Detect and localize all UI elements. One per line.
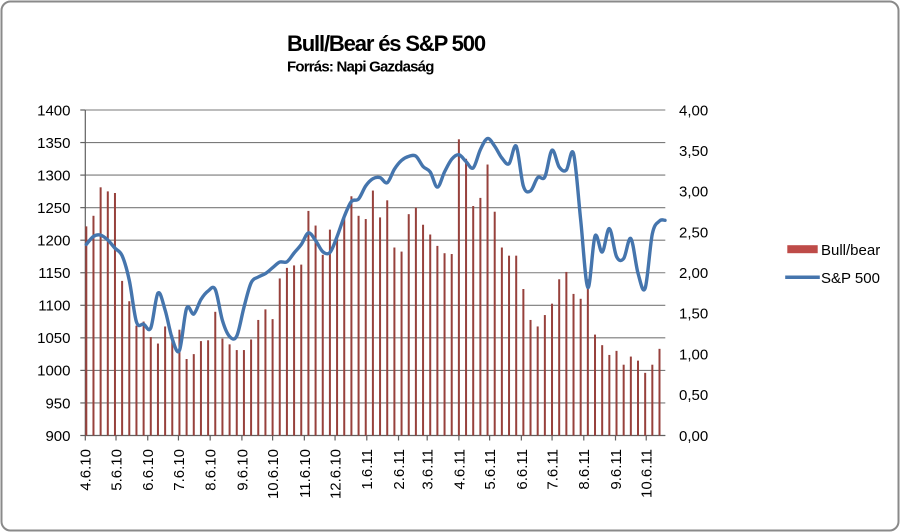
svg-text:8.6.11: 8.6.11 (576, 449, 593, 490)
svg-text:4.6.11: 4.6.11 (451, 449, 468, 490)
svg-text:Bull/Bear és S&P 500: Bull/Bear és S&P 500 (287, 31, 486, 56)
svg-text:2,00: 2,00 (679, 265, 708, 282)
svg-text:2,50: 2,50 (679, 224, 708, 241)
svg-text:9.6.11: 9.6.11 (608, 449, 625, 490)
svg-text:6.6.11: 6.6.11 (514, 449, 531, 490)
svg-text:12.6.10: 12.6.10 (327, 449, 344, 499)
svg-text:5.6.11: 5.6.11 (482, 449, 499, 490)
svg-text:1400: 1400 (37, 102, 70, 119)
svg-text:1000: 1000 (37, 363, 70, 380)
svg-text:0,00: 0,00 (679, 428, 708, 445)
svg-text:9.6.10: 9.6.10 (234, 449, 251, 491)
svg-text:1300: 1300 (37, 167, 70, 184)
svg-text:11.6.10: 11.6.10 (297, 449, 314, 498)
svg-text:7.6.11: 7.6.11 (544, 449, 561, 490)
svg-text:8.6.10: 8.6.10 (203, 449, 220, 491)
svg-text:S&P 500: S&P 500 (821, 270, 880, 287)
svg-text:10.6.10: 10.6.10 (265, 449, 282, 499)
svg-text:2.6.11: 2.6.11 (391, 449, 408, 490)
svg-text:3,50: 3,50 (679, 143, 708, 160)
svg-text:4.6.10: 4.6.10 (78, 449, 95, 491)
svg-text:1050: 1050 (37, 330, 70, 347)
svg-text:Bull/bear: Bull/bear (821, 242, 880, 259)
svg-text:950: 950 (45, 395, 70, 412)
svg-text:1150: 1150 (38, 265, 70, 282)
svg-text:6.6.10: 6.6.10 (140, 449, 157, 491)
svg-text:1350: 1350 (37, 135, 70, 152)
svg-text:3,00: 3,00 (679, 184, 708, 201)
svg-text:900: 900 (45, 428, 70, 445)
svg-text:4,00: 4,00 (679, 102, 708, 119)
svg-text:0,50: 0,50 (679, 387, 708, 404)
svg-text:1,00: 1,00 (679, 346, 708, 363)
svg-text:7.6.10: 7.6.10 (171, 449, 188, 491)
svg-text:1250: 1250 (37, 200, 70, 217)
svg-text:1.6.11: 1.6.11 (359, 449, 376, 490)
svg-text:5.6.10: 5.6.10 (108, 449, 125, 491)
svg-text:1,50: 1,50 (679, 306, 708, 323)
svg-text:3.6.11: 3.6.11 (420, 449, 437, 490)
svg-text:1100: 1100 (38, 298, 70, 315)
svg-text:1200: 1200 (37, 233, 70, 250)
svg-text:Forrás: Napi Gazdaság: Forrás: Napi Gazdaság (287, 59, 434, 76)
svg-text:10.6.11: 10.6.11 (639, 449, 656, 498)
